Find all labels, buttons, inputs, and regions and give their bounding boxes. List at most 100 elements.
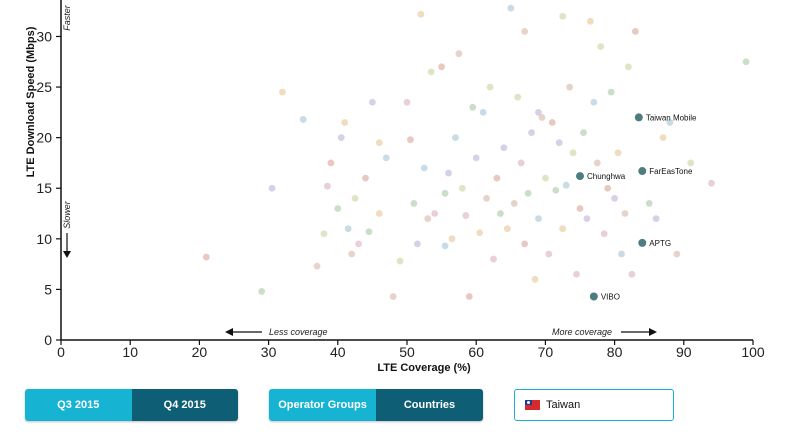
background-point [497, 210, 504, 217]
background-point [327, 159, 335, 167]
background-point [521, 28, 529, 35]
x-tick-label: 100 [741, 344, 765, 360]
q4-2015-button[interactable]: Q4 2015 [131, 389, 238, 421]
background-point [389, 293, 397, 300]
country-selector[interactable]: Taiwan [514, 389, 674, 421]
background-point [490, 255, 497, 263]
background-point [597, 43, 605, 50]
y-tick-label: 30 [36, 28, 52, 44]
y-tick-label: 15 [36, 180, 52, 196]
background-point [673, 250, 681, 258]
background-point [420, 164, 428, 172]
background-point [528, 129, 535, 136]
operator-point[interactable] [638, 167, 647, 176]
background-point [469, 103, 477, 111]
operator-label: Taiwan Mobile [646, 113, 697, 122]
background-point [614, 149, 622, 157]
background-point [441, 189, 449, 197]
background-point [431, 210, 439, 217]
background-point [365, 228, 373, 236]
more-coverage-arrow [621, 328, 657, 336]
background-point [555, 139, 563, 147]
background-points-layer [202, 4, 750, 300]
background-point [279, 88, 286, 96]
background-point [334, 205, 342, 212]
background-point [507, 4, 515, 12]
background-point [666, 119, 674, 126]
background-point [607, 88, 615, 96]
background-point [625, 63, 632, 71]
background-point [559, 12, 567, 20]
x-tick-label: 10 [122, 344, 138, 360]
x-tick-label: 70 [538, 344, 554, 360]
background-point [299, 116, 307, 123]
background-point [628, 270, 636, 278]
background-point [580, 129, 587, 136]
background-point [375, 210, 383, 217]
y-tick-label: 20 [36, 130, 52, 146]
background-point [438, 63, 445, 71]
operator-points-layer: Taiwan Mobile FarEasTone Chunghwa APTG VIBO [576, 113, 697, 301]
background-point [542, 174, 549, 182]
background-point [396, 257, 404, 265]
operator-point[interactable] [638, 238, 647, 247]
background-point [476, 229, 484, 237]
scatter-chart: 0 10 20 30 40 50 60 70 80 90 100 0 5 10 15 20 25 30 Taiwa… [25, 0, 765, 374]
less-coverage-arrow [225, 328, 262, 336]
background-point [483, 194, 490, 202]
y-tick-label: 25 [36, 79, 52, 95]
countries-button[interactable]: Countries [376, 389, 483, 421]
operator-point[interactable] [589, 292, 598, 301]
background-point [462, 212, 470, 219]
background-point [652, 215, 660, 222]
y-tick-label: 0 [44, 332, 52, 348]
background-point [604, 184, 612, 192]
background-point [631, 28, 639, 35]
background-point [465, 293, 473, 300]
background-point [583, 215, 591, 222]
operator-groups-button[interactable]: Operator Groups [269, 389, 376, 421]
background-point [538, 114, 546, 121]
x-axis-title: LTE Coverage (%) [377, 362, 471, 374]
operator-point[interactable] [634, 113, 643, 122]
background-point [500, 144, 508, 152]
country-name: Taiwan [546, 399, 581, 411]
background-point [344, 225, 352, 233]
operator-label: APTG [649, 239, 671, 248]
x-tick-label: 50 [399, 344, 415, 360]
background-point [427, 68, 435, 76]
background-point [410, 200, 418, 207]
x-tick-label: 0 [57, 344, 65, 360]
background-point [562, 181, 570, 189]
q3-2015-button[interactable]: Q3 2015 [25, 389, 132, 421]
background-point [621, 210, 629, 217]
y-tick-label: 5 [44, 281, 52, 297]
background-point [403, 98, 411, 106]
background-point [202, 253, 210, 261]
y-axis-title: LTE Download Speed (Mbps) [25, 26, 37, 177]
background-point [337, 134, 345, 142]
background-point [559, 225, 567, 233]
background-point [375, 139, 383, 147]
background-point [320, 230, 328, 238]
background-point [472, 154, 480, 162]
background-point [362, 174, 369, 182]
background-point [486, 83, 494, 91]
tick-labels: 0 10 20 30 40 50 60 70 80 90 100 0 5 10 15 20 25 30 [36, 28, 764, 360]
background-point [324, 182, 331, 190]
background-point [569, 149, 577, 157]
background-point [458, 184, 466, 192]
background-point [645, 200, 653, 207]
background-point [452, 134, 459, 142]
background-point [258, 288, 266, 295]
background-point [708, 179, 715, 187]
operator-point[interactable] [576, 172, 584, 181]
background-point [448, 235, 456, 243]
background-point [441, 242, 449, 250]
background-point [566, 83, 574, 91]
less-coverage-annotation: Less coverage [269, 327, 328, 337]
x-tick-label: 40 [330, 344, 346, 360]
background-point [548, 119, 556, 126]
background-point [510, 200, 518, 207]
background-point [445, 169, 452, 177]
